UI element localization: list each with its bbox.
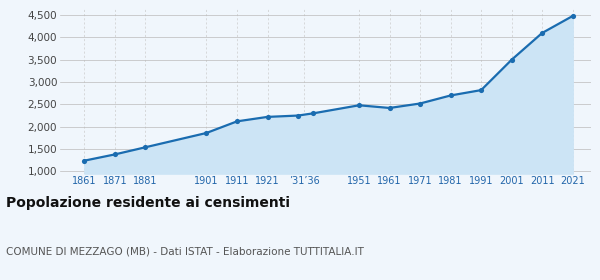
Point xyxy=(568,14,577,18)
Point xyxy=(538,31,547,35)
Point xyxy=(476,88,486,92)
Point xyxy=(308,111,318,116)
Point xyxy=(232,119,242,123)
Point xyxy=(293,113,303,118)
Text: COMUNE DI MEZZAGO (MB) - Dati ISTAT - Elaborazione TUTTITALIA.IT: COMUNE DI MEZZAGO (MB) - Dati ISTAT - El… xyxy=(6,246,364,256)
Point xyxy=(354,103,364,108)
Point xyxy=(110,152,120,157)
Point xyxy=(446,93,455,98)
Point xyxy=(415,101,425,106)
Point xyxy=(140,145,150,150)
Text: Popolazione residente ai censimenti: Popolazione residente ai censimenti xyxy=(6,196,290,210)
Point xyxy=(507,57,517,62)
Point xyxy=(202,131,211,135)
Point xyxy=(263,115,272,119)
Point xyxy=(385,106,394,110)
Point xyxy=(80,158,89,163)
